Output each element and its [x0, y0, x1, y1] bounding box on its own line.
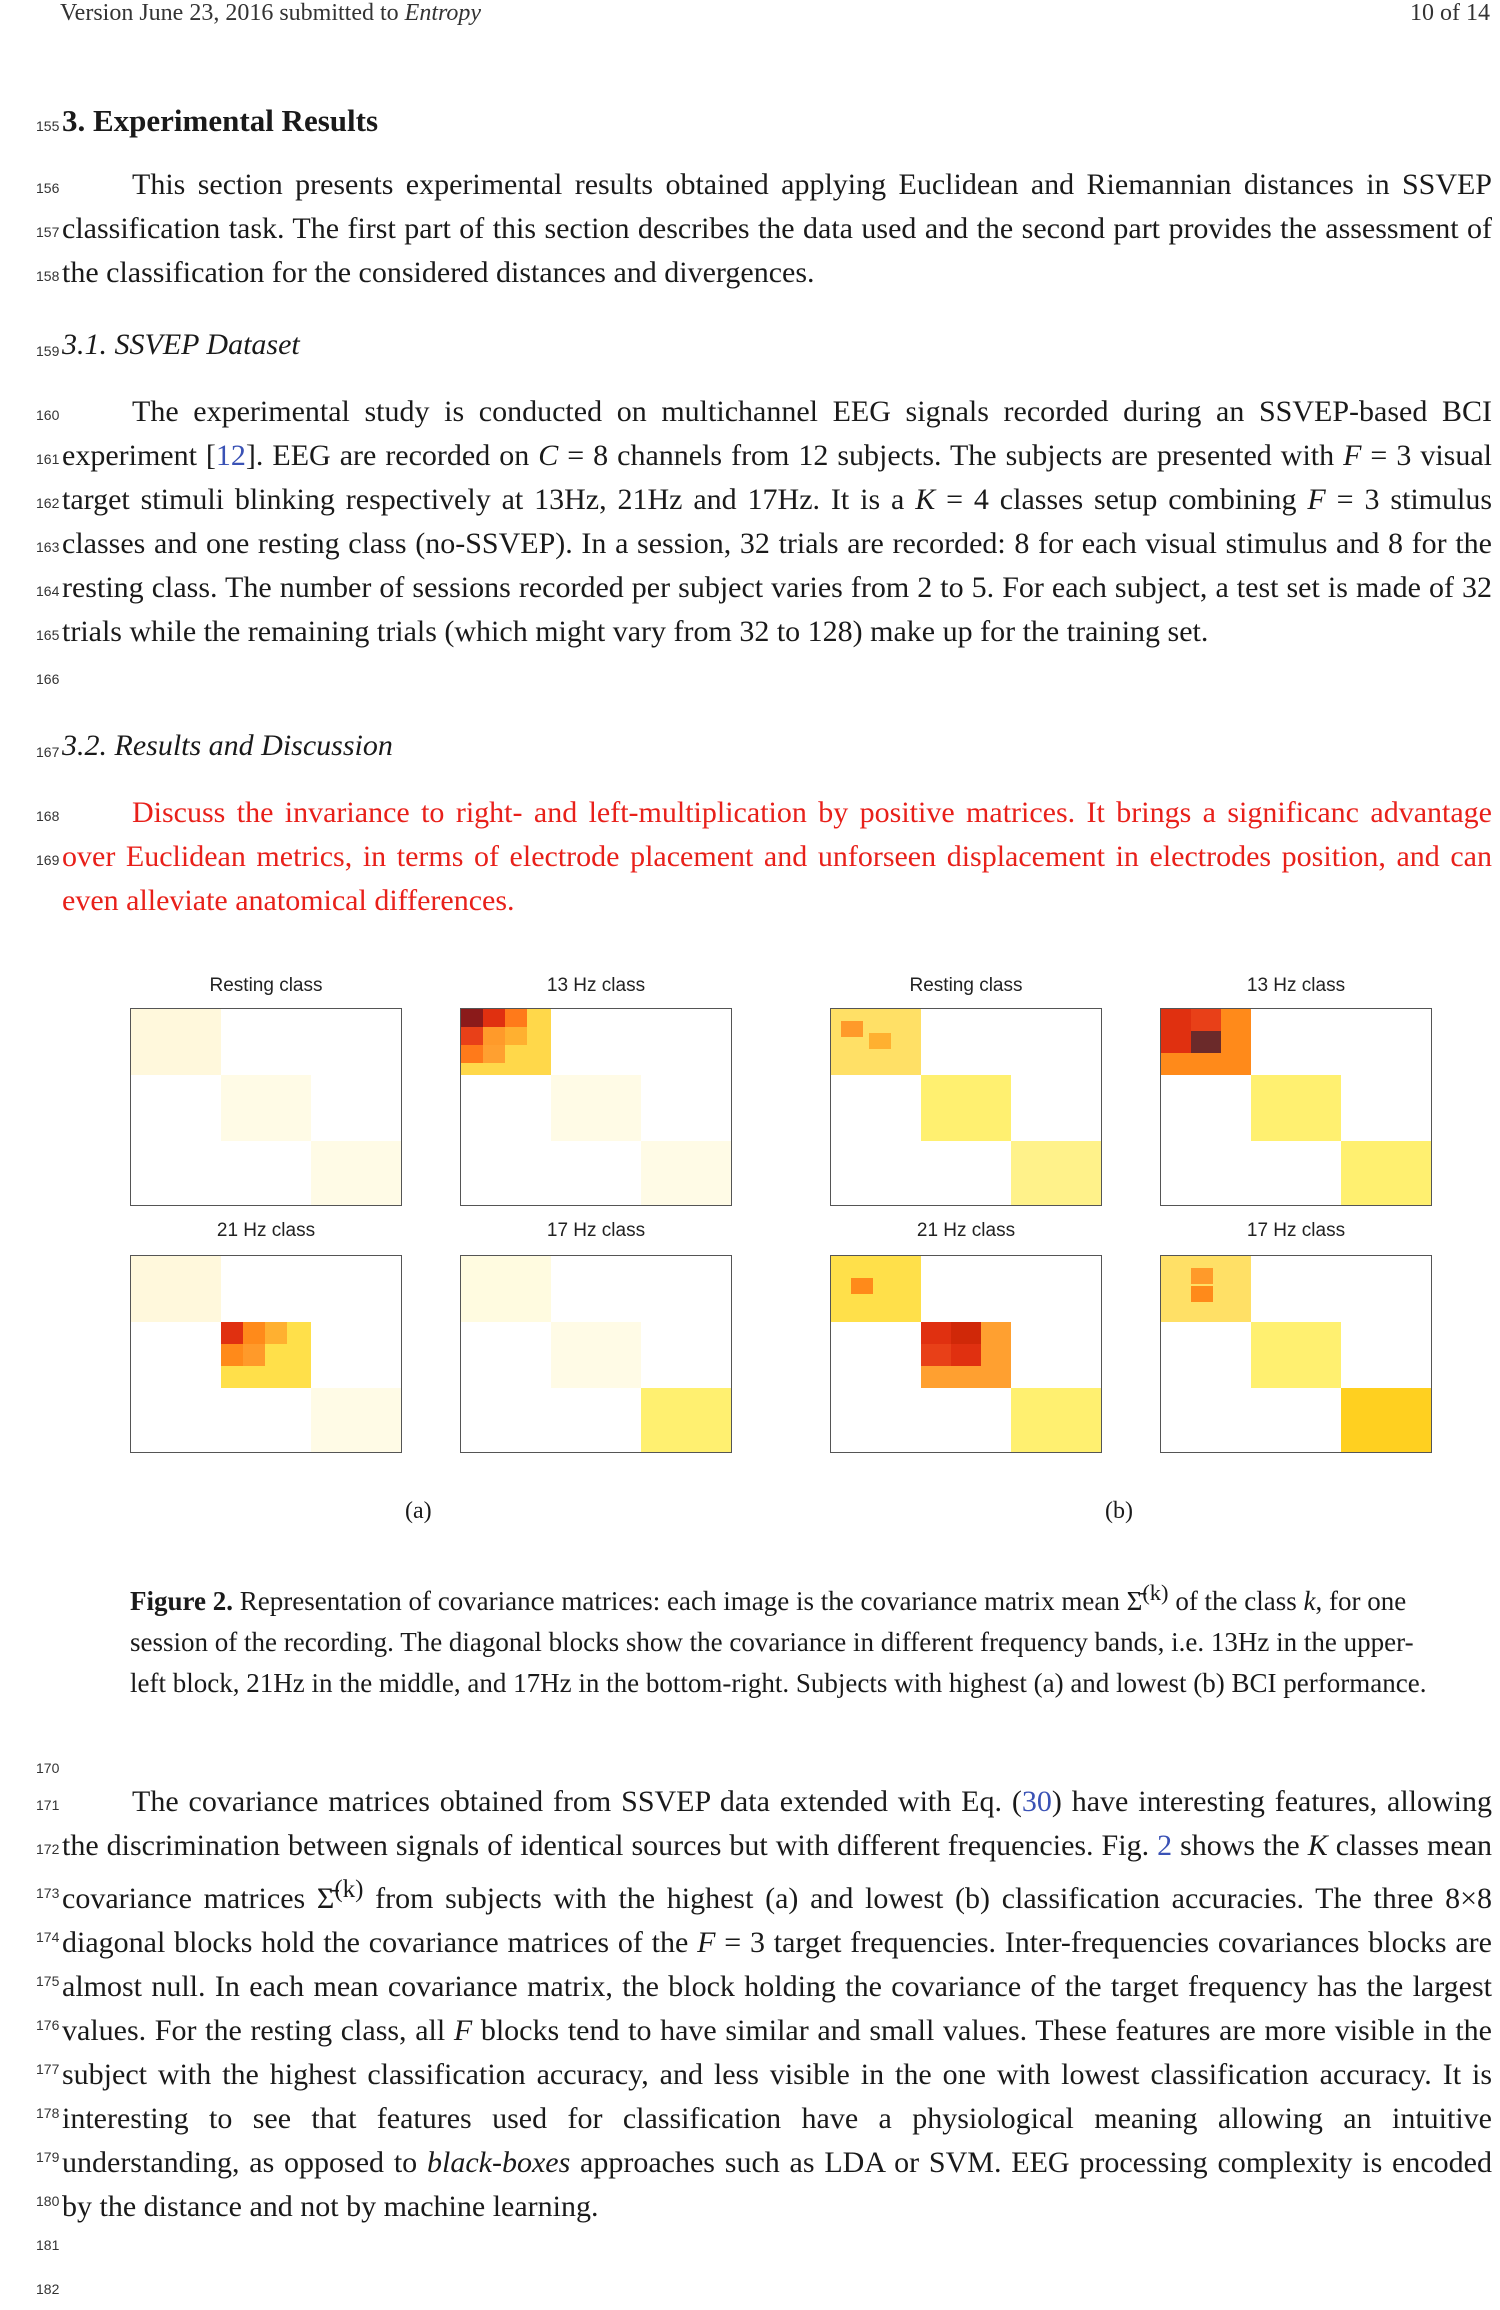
line-number: 172 [36, 1841, 60, 1857]
subfigure-label-a: (a) [405, 1498, 432, 1524]
line-number: 180 [36, 2193, 60, 2209]
page-number: 10 of 14 [1410, 0, 1490, 26]
line-number: 158 [36, 268, 60, 284]
line-number: 178 [36, 2105, 60, 2121]
line-number: 168 [36, 808, 60, 824]
figure-caption: Figure 2. Representation of covariance m… [130, 1580, 1427, 1698]
line-number: 174 [36, 1929, 60, 1945]
line-number: 179 [36, 2149, 60, 2165]
panel-title: 17 Hz class [546, 1220, 646, 1241]
covariance-matrix-b-13hz [1160, 1008, 1432, 1206]
covariance-matrix-a-17hz [460, 1255, 732, 1453]
line-number: 167 [36, 744, 60, 760]
line-number: 156 [36, 180, 60, 196]
closing-paragraph: The covariance matrices obtained from SS… [62, 1785, 1493, 2223]
line-number: 175 [36, 1973, 60, 1989]
panel-title: 21 Hz class [216, 1220, 316, 1241]
line-number: 161 [36, 451, 60, 467]
line-number: 181 [36, 2237, 60, 2253]
line-number: 155 [36, 118, 60, 134]
version-text: Version June 23, 2016 submitted to [60, 0, 405, 26]
covariance-matrix-b-resting [830, 1008, 1102, 1206]
subsection-heading-dataset: 3.1. SSVEP Dataset [62, 328, 300, 361]
line-number: 163 [36, 539, 60, 555]
line-number: 173 [36, 1885, 60, 1901]
subsection-heading-results: 3.2. Results and Discussion [62, 729, 393, 762]
journal-name: Entropy [404, 0, 482, 26]
line-number: 170 [36, 1760, 60, 1776]
covariance-matrix-a-resting [130, 1008, 402, 1206]
line-number: 160 [36, 407, 60, 423]
line-number: 169 [36, 852, 60, 868]
section-heading: 3. Experimental Results [62, 103, 379, 138]
covariance-matrix-a-21hz [130, 1255, 402, 1453]
line-number: 171 [36, 1797, 60, 1813]
line-number: 177 [36, 2061, 60, 2077]
red-note-paragraph: Discuss the invariance to right- and lef… [62, 796, 1492, 917]
dataset-paragraph: The experimental study is conducted on m… [62, 395, 1493, 648]
panel-title: 21 Hz class [916, 1220, 1016, 1241]
panel-title: 17 Hz class [1246, 1220, 1346, 1241]
panel-title: 13 Hz class [1246, 975, 1346, 996]
figure-link[interactable]: 2 [1157, 1829, 1173, 1862]
line-number: 166 [36, 671, 60, 687]
running-head: Version June 23, 2016 submitted to Entro… [60, 0, 1490, 30]
citation-link[interactable]: 12 [215, 439, 246, 472]
line-number: 182 [36, 2281, 60, 2297]
line-number: 159 [36, 343, 60, 359]
line-number: 162 [36, 495, 60, 511]
version-line: Version June 23, 2016 submitted to Entro… [60, 0, 481, 27]
panel-title: 13 Hz class [546, 975, 646, 996]
line-number: 157 [36, 224, 60, 240]
subfigure-label-b: (b) [1105, 1498, 1133, 1524]
covariance-matrix-a-13hz [460, 1008, 732, 1206]
covariance-matrix-b-21hz [830, 1255, 1102, 1453]
equation-link[interactable]: 30 [1021, 1785, 1052, 1818]
line-number: 164 [36, 583, 60, 599]
section-intro: This section presents experimental resul… [62, 168, 1492, 289]
line-number: 165 [36, 627, 60, 643]
line-number: 176 [36, 2017, 60, 2033]
covariance-matrix-b-17hz [1160, 1255, 1432, 1453]
panel-title: Resting class [909, 975, 1023, 996]
panel-title: Resting class [209, 975, 323, 996]
